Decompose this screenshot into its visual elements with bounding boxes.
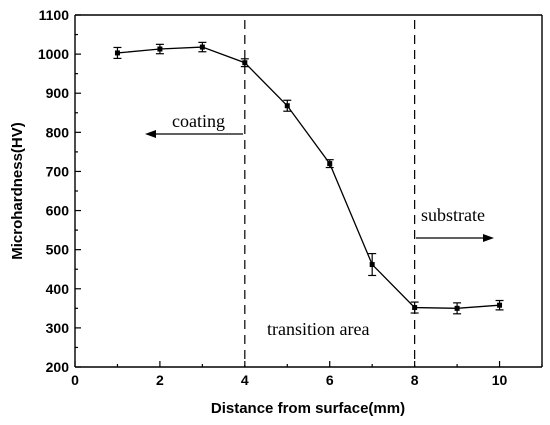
data-point [327,161,333,167]
axes [74,14,543,368]
y-tick-label-8: 1000 [38,46,69,62]
annotation-transition-area: transition area [267,319,369,339]
y-tick-label-1: 300 [46,320,70,336]
y-tick-label-6: 800 [46,124,70,140]
data-point [157,46,163,52]
series-layer [113,41,504,315]
y-tick-label-9: 1100 [39,7,70,23]
ticks: 0 2 4 6 8 10 200 300 400 500 600 700 800 900 1000 1100 [38,7,543,388]
annotation-substrate: substrate [421,205,485,225]
y-tick-label-5: 700 [46,163,70,179]
y-tick-label-4: 600 [46,203,70,219]
arrow-right-icon [483,234,494,242]
y-tick-label-7: 900 [46,85,70,101]
y-tick-label-3: 500 [46,242,70,258]
x-tick-label-2: 4 [241,372,249,388]
x-tick-label-4: 8 [411,372,419,388]
x-tick-label-3: 6 [326,372,334,388]
arrow-left-icon [145,130,156,138]
x-axis-label: Distance from surface(mm) [211,400,405,417]
data-point [242,60,248,66]
x-tick-label-1: 2 [156,372,164,388]
x-tick-label-0: 0 [71,372,79,388]
x-tick-label-5: 10 [492,372,508,388]
y-tick-label-2: 400 [46,281,70,297]
data-point [284,103,290,109]
annotation-coating: coating [172,111,225,131]
data-point [412,305,418,311]
y-axis-label: Microhardness(HV) [9,122,26,260]
annotations-layer: coating transition area substrate [145,111,494,339]
data-point [497,302,503,308]
data-point [114,50,120,56]
region-dividers [244,20,416,367]
data-point [369,262,375,268]
series-line-0 [117,46,500,309]
data-point [199,44,205,50]
y-tick-label-0: 200 [46,359,70,375]
data-point [454,305,460,311]
